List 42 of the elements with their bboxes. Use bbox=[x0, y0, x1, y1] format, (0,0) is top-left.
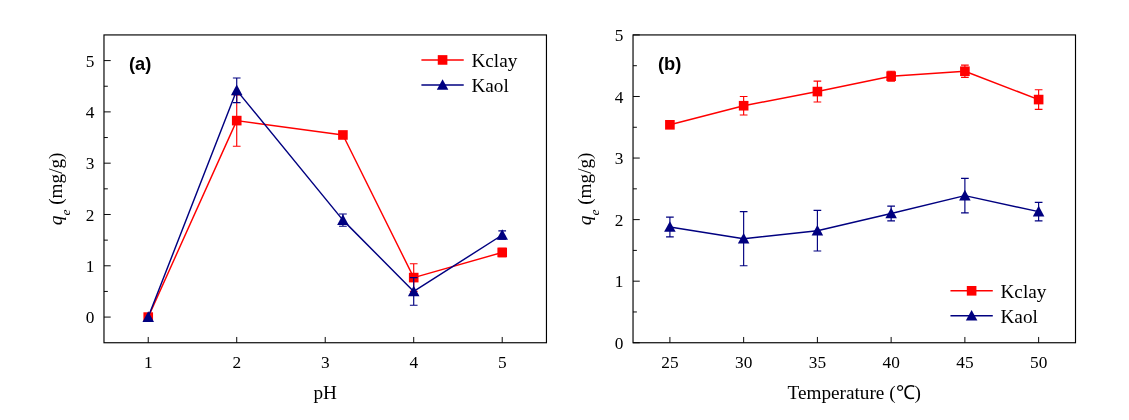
y-tick-label: 4 bbox=[614, 87, 624, 107]
text: (b) bbox=[658, 52, 682, 74]
point bbox=[665, 120, 675, 130]
x-tick-label: 3 bbox=[320, 352, 330, 372]
point bbox=[407, 285, 420, 297]
y-tick-label: 3 bbox=[85, 154, 95, 174]
point bbox=[1032, 205, 1045, 217]
y-tick-label: 2 bbox=[614, 210, 624, 230]
y-tick-label: 1 bbox=[85, 256, 95, 276]
point bbox=[811, 224, 824, 236]
point bbox=[738, 100, 749, 111]
legend-label: Kclay bbox=[1000, 280, 1047, 302]
x-tick-label: 30 bbox=[735, 352, 753, 372]
y-tick-label: 0 bbox=[85, 308, 95, 328]
x-tick-label: 35 bbox=[808, 352, 827, 372]
x-tick-label: 4 bbox=[409, 352, 419, 372]
legend-label: Kclay bbox=[471, 49, 518, 71]
legend-label: Kaol bbox=[1000, 305, 1038, 327]
point bbox=[959, 189, 971, 201]
x-axis-title: pH bbox=[313, 381, 338, 403]
x-tick-label: 5 bbox=[497, 352, 507, 372]
y-tick-label: 2 bbox=[85, 205, 95, 225]
y-tick-label: 5 bbox=[85, 51, 95, 71]
y-tick-label: 5 bbox=[614, 25, 624, 45]
point bbox=[230, 84, 243, 96]
legend-label: Kaol bbox=[471, 74, 509, 96]
x-tick-label: 25 bbox=[661, 352, 679, 372]
y-tick-label: 3 bbox=[614, 149, 624, 169]
y-tick-label: 4 bbox=[85, 102, 95, 122]
x-tick-label: 2 bbox=[232, 352, 242, 372]
y-tick-label: 0 bbox=[614, 333, 624, 353]
point bbox=[338, 130, 348, 140]
point bbox=[664, 221, 676, 232]
point bbox=[231, 115, 242, 126]
x-tick-label: 1 bbox=[143, 352, 153, 372]
x-tick-label: 40 bbox=[882, 352, 900, 372]
x-tick-label: 50 bbox=[1029, 352, 1048, 372]
x-axis-title: Temperature (℃) bbox=[787, 381, 921, 404]
x-tick-label: 45 bbox=[956, 352, 974, 372]
text: (a) bbox=[128, 52, 152, 74]
point bbox=[737, 232, 750, 244]
y-tick-label: 1 bbox=[614, 272, 624, 292]
